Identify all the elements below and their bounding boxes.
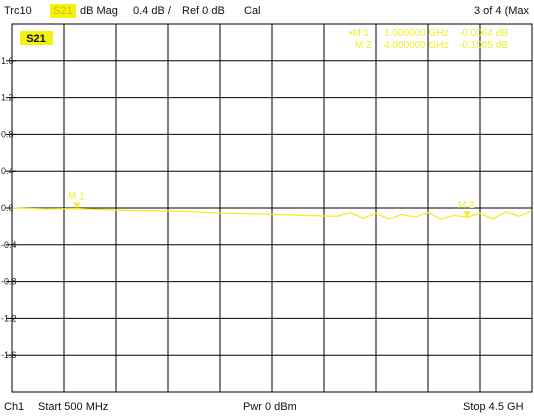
y-tick-label: -1.2 bbox=[1, 313, 17, 323]
page-indicator: 3 of 4 (Max bbox=[474, 5, 530, 17]
marker-1-triangle bbox=[73, 202, 81, 209]
param-label-badge bbox=[20, 31, 53, 45]
y-tick-label: -0.4 bbox=[1, 240, 17, 250]
trace-chart[interactable]: 1.6 1.2 0.8 0.4 0.0 -0.4 -0.8 -1.2 -1.6 M 1 M 2 S… bbox=[0, 22, 534, 394]
trace-param-badge[interactable]: S21 bbox=[50, 4, 76, 18]
trace-line-s21 bbox=[11, 207, 533, 220]
trace-header: Trc10 S21 dB Mag 0.4 dB / Ref 0 dB Cal 3… bbox=[0, 0, 534, 22]
y-tick-label: -0.8 bbox=[1, 277, 17, 287]
marker-2-label: M 2 bbox=[458, 200, 475, 211]
trace-name[interactable]: Trc10 bbox=[4, 5, 32, 17]
calibration-status: Cal bbox=[244, 5, 261, 17]
y-tick-label: 0.8 bbox=[1, 129, 14, 139]
marker-2-value: -0.1005 dB bbox=[459, 40, 508, 51]
y-tick-label: 0.0 bbox=[1, 203, 14, 213]
marker-2-name: M 2 bbox=[355, 40, 372, 51]
marker-1-frequency: 1.000000 GHz bbox=[384, 28, 449, 39]
marker-1-label: M 1 bbox=[68, 192, 85, 203]
start-frequency[interactable]: Start 500 MHz bbox=[38, 401, 109, 413]
channel-footer: Ch1 Start 500 MHz Pwr 0 dBm Stop 4.5 GH bbox=[0, 398, 534, 417]
marker-1-value: -0.0064 dB bbox=[459, 28, 508, 39]
y-tick-label: -1.6 bbox=[1, 350, 17, 360]
marker-2-triangle bbox=[463, 211, 471, 218]
stop-frequency[interactable]: Stop 4.5 GH bbox=[463, 401, 524, 413]
marker-info-table: •M 1 1.000000 GHz -0.0064 dB M 2 4.00000… bbox=[349, 28, 508, 51]
channel-label[interactable]: Ch1 bbox=[4, 401, 25, 413]
y-tick-label: 1.6 bbox=[1, 56, 14, 66]
y-tick-label: 0.4 bbox=[1, 166, 14, 176]
trace-format[interactable]: dB Mag bbox=[80, 5, 118, 17]
source-power[interactable]: Pwr 0 dBm bbox=[243, 401, 297, 413]
param-label: S21 bbox=[26, 33, 46, 45]
trace-diagram[interactable]: 1.6 1.2 0.8 0.4 0.0 -0.4 -0.8 -1.2 -1.6 M 1 M 2 S… bbox=[0, 22, 534, 394]
y-tick-label: 1.2 bbox=[1, 93, 14, 103]
trace-reference[interactable]: Ref 0 dB bbox=[182, 5, 225, 17]
trace-scale[interactable]: 0.4 dB / bbox=[133, 5, 171, 17]
marker-2-frequency: 4.000000 GHz bbox=[384, 40, 449, 51]
marker-1-name: •M 1 bbox=[349, 28, 370, 39]
